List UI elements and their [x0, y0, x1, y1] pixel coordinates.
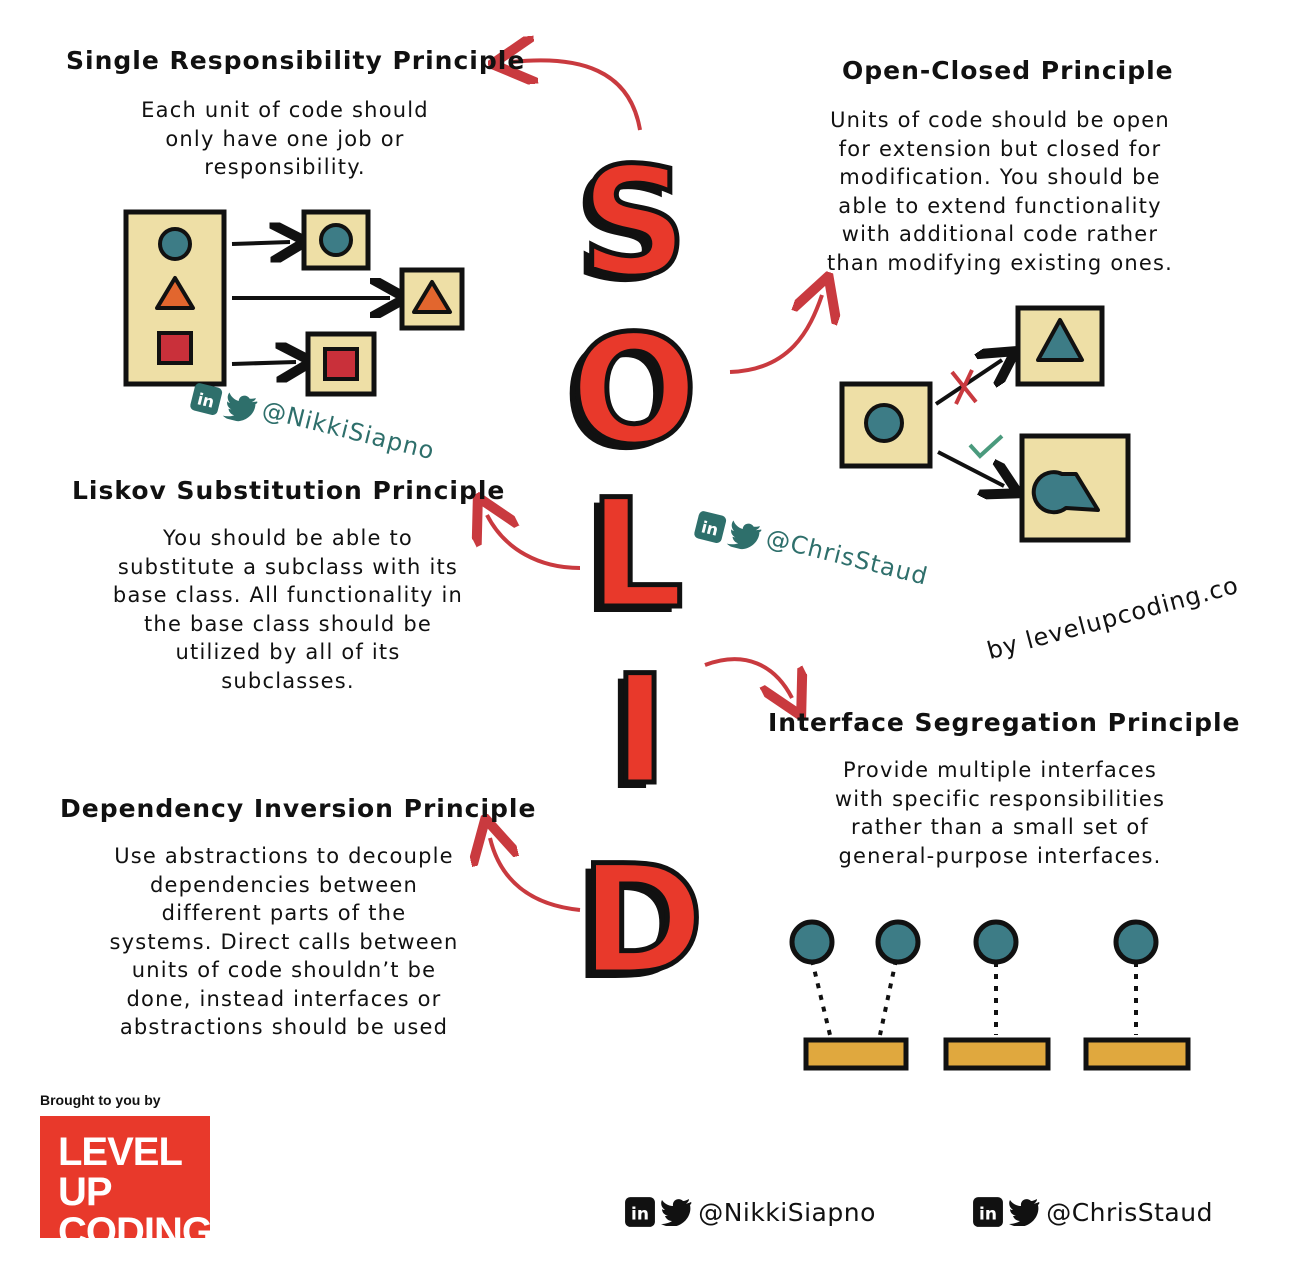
arrow-to-lsp [487, 515, 581, 570]
letter-s: S [580, 136, 688, 310]
lsp-title: Liskov Substitution Principle [72, 476, 506, 505]
letter-o: O [570, 304, 698, 478]
svg-text:in: in [631, 1204, 649, 1224]
letter-s-shadow: S [572, 142, 680, 316]
footer-handle-nikki: @NikkiSiapno [698, 1197, 876, 1227]
letter-l-shadow: L [580, 474, 676, 648]
watermark-nikki: in @NikkiSiapno [188, 378, 438, 470]
dip-title: Dependency Inversion Principle [60, 794, 537, 823]
twitter-icon [1009, 1199, 1040, 1226]
linkedin-icon: in [190, 382, 223, 415]
linkedin-icon: in [694, 510, 727, 543]
linkedin-icon: in [625, 1197, 655, 1227]
dip-description: Use abstractions to decouple dependencie… [109, 844, 459, 1039]
srp-diagram [123, 209, 465, 397]
letter-d: D [580, 834, 705, 1008]
letter-o-shadow: O [562, 310, 690, 484]
arrow-to-dip [490, 838, 581, 912]
srp-title: Single Responsibility Principle [66, 46, 526, 75]
footer-nikki: in @NikkiSiapno [624, 1196, 876, 1228]
isp-title: Interface Segregation Principle [768, 708, 1241, 737]
brought-to-you-by: Brought to you by [40, 1092, 161, 1108]
twitter-icon [661, 1199, 692, 1226]
linkedin-icon: in [973, 1197, 1003, 1227]
ocp-diagram [839, 305, 1131, 543]
letter-d-shadow: D [572, 840, 697, 1014]
isp-description: Provide multiple interfaces with specifi… [834, 758, 1166, 868]
level-up-coding-logo: LEVEL UP CODING [40, 1116, 213, 1252]
svg-text:in: in [195, 389, 216, 412]
watermark-chris: in @ChrisStaud [692, 506, 931, 595]
arrow-to-isp [704, 657, 792, 698]
footer-chris: in @ChrisStaud [972, 1196, 1213, 1228]
svg-text:in: in [699, 517, 720, 540]
twitter-icon [222, 392, 258, 421]
lsp-description: You should be able to substitute a subcl… [112, 526, 464, 693]
letter-i: I [612, 644, 668, 818]
letter-i-shadow: I [604, 650, 660, 824]
isp-diagram [789, 919, 1191, 1071]
svg-text:in: in [979, 1204, 997, 1224]
ocp-title: Open-Closed Principle [842, 56, 1174, 85]
letter-l: L [588, 468, 684, 642]
twitter-icon [726, 520, 762, 549]
footer-handle-chris: @ChrisStaud [1046, 1197, 1213, 1227]
arrow-to-srp [512, 60, 642, 131]
ocp-description: Units of code should be open for extensi… [826, 108, 1174, 275]
srp-description: Each unit of code should only have one j… [141, 98, 429, 179]
arrow-to-ocp [729, 295, 822, 374]
